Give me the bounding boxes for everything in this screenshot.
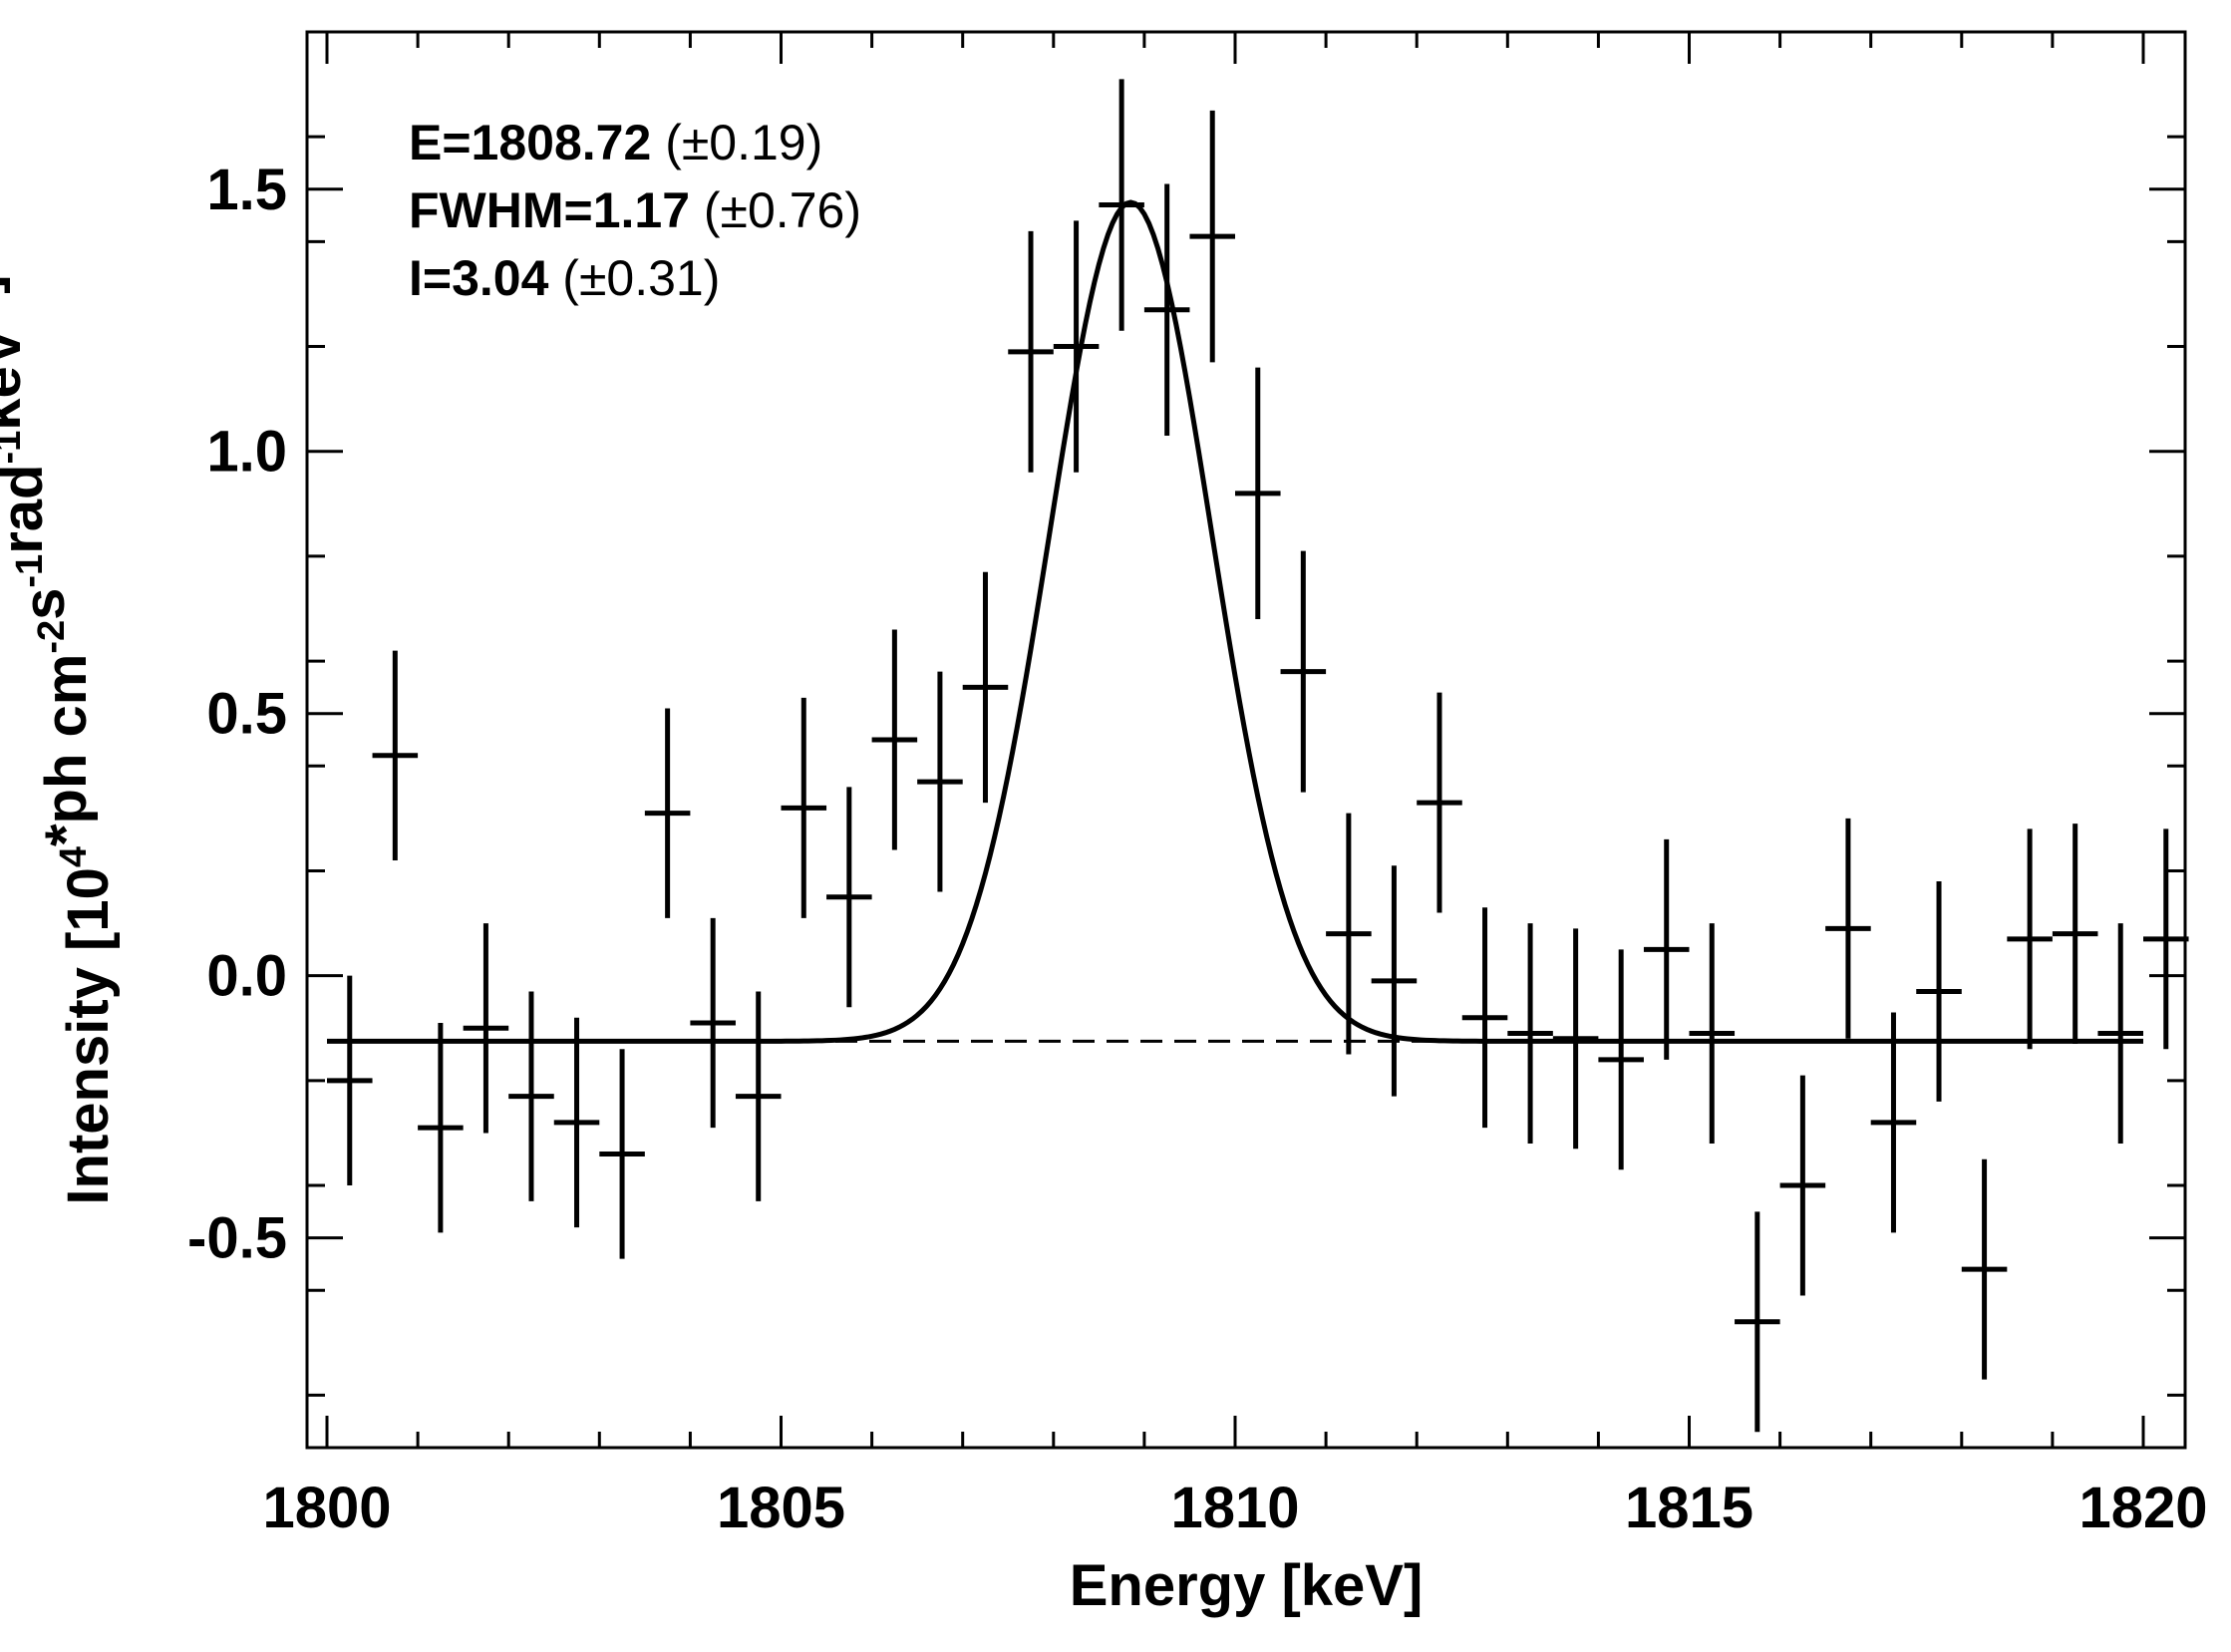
- y-axis-title-superscript: -1: [0, 431, 29, 465]
- data-point: [644, 708, 691, 918]
- data-point: [781, 697, 827, 918]
- y-tick-label: 1.5: [206, 158, 287, 222]
- data-point: [463, 923, 509, 1134]
- data-point: [2052, 824, 2098, 1045]
- data-point: [1735, 1211, 1780, 1433]
- data-point: [2097, 923, 2143, 1144]
- y-axis-title-segment: Intensity [10: [56, 867, 121, 1204]
- data-point: [1280, 550, 1327, 793]
- data-point: [1916, 881, 1962, 1102]
- fit-annotation-value: FWHM=1.17: [409, 182, 690, 238]
- data-point: [962, 571, 1009, 804]
- data-point: [418, 1023, 464, 1233]
- fit-annotation-line: E=1808.72 (±0.19): [409, 115, 822, 170]
- data-point: [508, 991, 554, 1201]
- x-tick-label: 1810: [1170, 1476, 1299, 1540]
- y-axis-title-segment: *ph cm: [34, 654, 99, 846]
- data-point: [553, 1017, 600, 1228]
- data-point: [1008, 230, 1054, 473]
- fit-annotation-error: (±0.19): [651, 115, 822, 170]
- x-axis-title: Energy [keV]: [1070, 1553, 1424, 1618]
- data-point: [327, 975, 373, 1186]
- y-axis-title-superscript: -2: [31, 620, 73, 654]
- gaussian-fit-curve: [327, 199, 2143, 1044]
- data-point: [917, 671, 963, 892]
- tick-labels: 1800 1805 1810 1815 1820 -0.5 0.0 0.5 1.0 1.5: [187, 158, 2207, 1540]
- data-point: [1326, 813, 1372, 1055]
- y-axis-title-segment: rad: [0, 465, 55, 554]
- x-tick-label: 1805: [717, 1476, 845, 1540]
- data-point: [1779, 1075, 1826, 1296]
- y-tick-label: 1.0: [206, 420, 287, 485]
- data-point: [1189, 110, 1235, 363]
- data-point: [1825, 818, 1871, 1039]
- fit-annotation-error: (±0.31): [548, 250, 720, 306]
- data-point: [2007, 828, 2053, 1050]
- data-point: [826, 787, 872, 1008]
- fit-annotation-error: (±0.76): [690, 182, 861, 238]
- data-point: [1235, 367, 1281, 620]
- data-point: [1143, 183, 1190, 436]
- data-points: [327, 79, 2189, 1433]
- data-point: [1598, 949, 1644, 1170]
- x-tick-label: 1815: [1625, 1476, 1753, 1540]
- y-tick-label: -0.5: [187, 1206, 287, 1271]
- data-point: [1099, 79, 1144, 331]
- data-point: [1507, 923, 1553, 1144]
- fit-annotation-line: FWHM=1.17 (±0.76): [409, 182, 861, 238]
- data-point: [1961, 1158, 2008, 1380]
- minor-ticks: [307, 32, 2185, 1448]
- data-point: [1552, 928, 1599, 1150]
- plot-frame: [305, 30, 2187, 1450]
- data-point: [1371, 865, 1418, 1097]
- major-ticks: [307, 32, 2185, 1448]
- y-axis-title-superscript: -1: [0, 294, 7, 328]
- fit-annotation-value: I=3.04: [409, 250, 549, 306]
- x-tick-label: 1820: [2078, 1476, 2207, 1540]
- y-axis-title-segment: s: [12, 588, 77, 620]
- y-tick-label: 0.5: [206, 682, 287, 747]
- data-point: [690, 917, 736, 1129]
- y-tick-label: 0.0: [206, 944, 287, 1009]
- data-point: [1417, 692, 1462, 913]
- data-point: [871, 629, 918, 850]
- data-point: [1689, 923, 1736, 1144]
- fit-annotation-line: I=3.04 (±0.31): [409, 250, 720, 306]
- y-axis-title-segment: ]: [0, 274, 11, 293]
- data-point: [1053, 220, 1100, 473]
- data-point: [1870, 1012, 1917, 1233]
- data-point: [2143, 828, 2189, 1050]
- x-tick-label: 1800: [262, 1476, 391, 1540]
- y-axis-title-segment: keV: [0, 327, 33, 431]
- fit-annotations: E=1808.72 (±0.19) FWHM=1.17 (±0.76) I=3.04…: [409, 115, 861, 306]
- data-point: [1643, 838, 1690, 1060]
- y-axis-title: Intensity [104*ph cm-2s-1rad-1keV-1]: [0, 274, 121, 1204]
- data-point: [735, 991, 782, 1201]
- y-axis-title-superscript: -1: [9, 554, 51, 588]
- fit-annotation-value: E=1808.72: [409, 115, 651, 170]
- y-axis-title-superscript: 4: [53, 846, 95, 867]
- data-point: [1461, 907, 1508, 1129]
- data-point: [372, 650, 419, 860]
- data-point: [599, 1049, 645, 1259]
